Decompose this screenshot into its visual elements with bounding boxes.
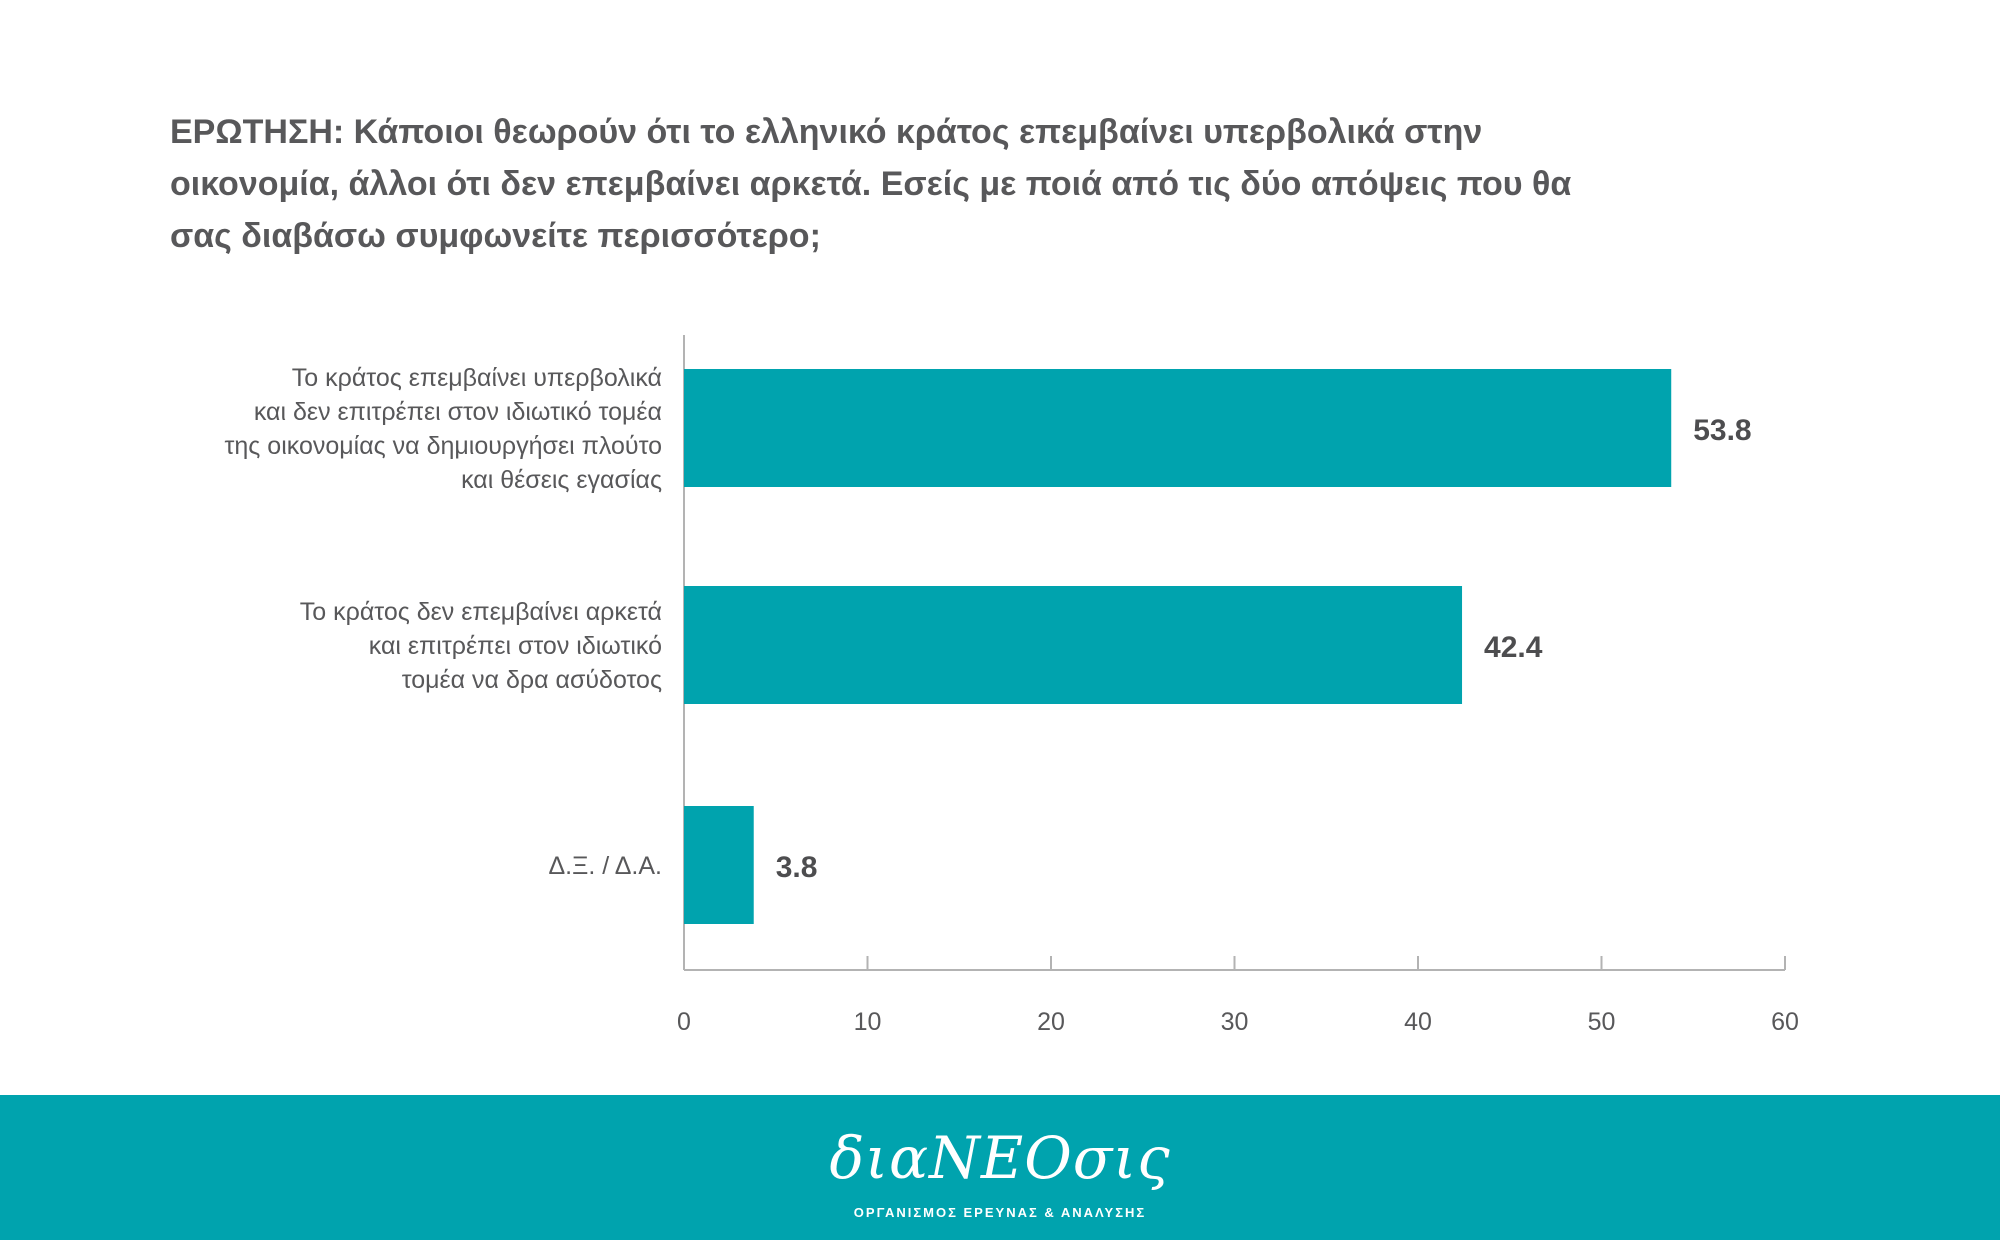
category-label-2-line-1: Το κράτος δεν επεμβαίνει αρκετά	[300, 598, 662, 626]
chart-title: ΕΡΩΤΗΣΗ: Κάποιοι θεωρούν ότι το ελληνικό…	[170, 113, 1572, 255]
footer-bar: διαΝΕΟσις ΟΡΓΑΝΙΣΜΟΣ ΕΡΕΥΝΑΣ & ΑΝΑΛΥΣΗΣ	[0, 1095, 2000, 1240]
value-label-2: 42.4	[1484, 631, 1543, 664]
category-label-1-line-1: Το κράτος επεμβαίνει υπερβολικά	[292, 364, 662, 392]
x-tick-label-50: 50	[1588, 1008, 1616, 1036]
category-label-1: Το κράτος επεμβαίνει υπερβολικά και δεν ε…	[225, 364, 662, 494]
dianeosis-logo: διαΝΕΟσις	[829, 1124, 1171, 1192]
x-tick-label-10: 10	[854, 1008, 882, 1036]
x-tick-label-20: 20	[1037, 1008, 1065, 1036]
bar-chart: 0 10 20 30 40 50 60 53.8 Το κράτος επεμβαίνει υπ…	[225, 335, 1799, 1036]
category-label-3-line-1: Δ.Ξ. / Δ.Α.	[548, 852, 662, 880]
category-label-2-line-2: και επιτρέπει στον ιδιωτικό	[369, 632, 662, 660]
category-label-3: Δ.Ξ. / Δ.Α.	[548, 852, 662, 880]
x-tick-label-40: 40	[1404, 1008, 1432, 1036]
category-label-1-line-3: της οικονομίας να δημιουργήσει πλούτο	[225, 432, 662, 460]
category-label-2: Το κράτος δεν επεμβαίνει αρκετά και επιτρ…	[300, 598, 662, 694]
category-label-1-line-2: και δεν επιτρέπει στον ιδιωτικό τομέα	[254, 398, 662, 426]
category-label-1-line-4: και θέσεις εγασίας	[461, 466, 662, 494]
bar-2	[684, 586, 1463, 704]
logo-tagline: ΟΡΓΑΝΙΣΜΟΣ ΕΡΕΥΝΑΣ & ΑΝΑΛΥΣΗΣ	[853, 1205, 1147, 1220]
value-label-1: 53.8	[1693, 414, 1751, 447]
x-tick-label-0: 0	[677, 1008, 691, 1036]
bar-1	[684, 369, 1672, 487]
value-label-3: 3.8	[776, 851, 818, 884]
x-tick-label-30: 30	[1221, 1008, 1249, 1036]
category-label-2-line-3: τομέα να δρα ασύδοτος	[402, 666, 662, 694]
x-tick-label-60: 60	[1771, 1008, 1799, 1036]
bar-3	[684, 806, 754, 924]
